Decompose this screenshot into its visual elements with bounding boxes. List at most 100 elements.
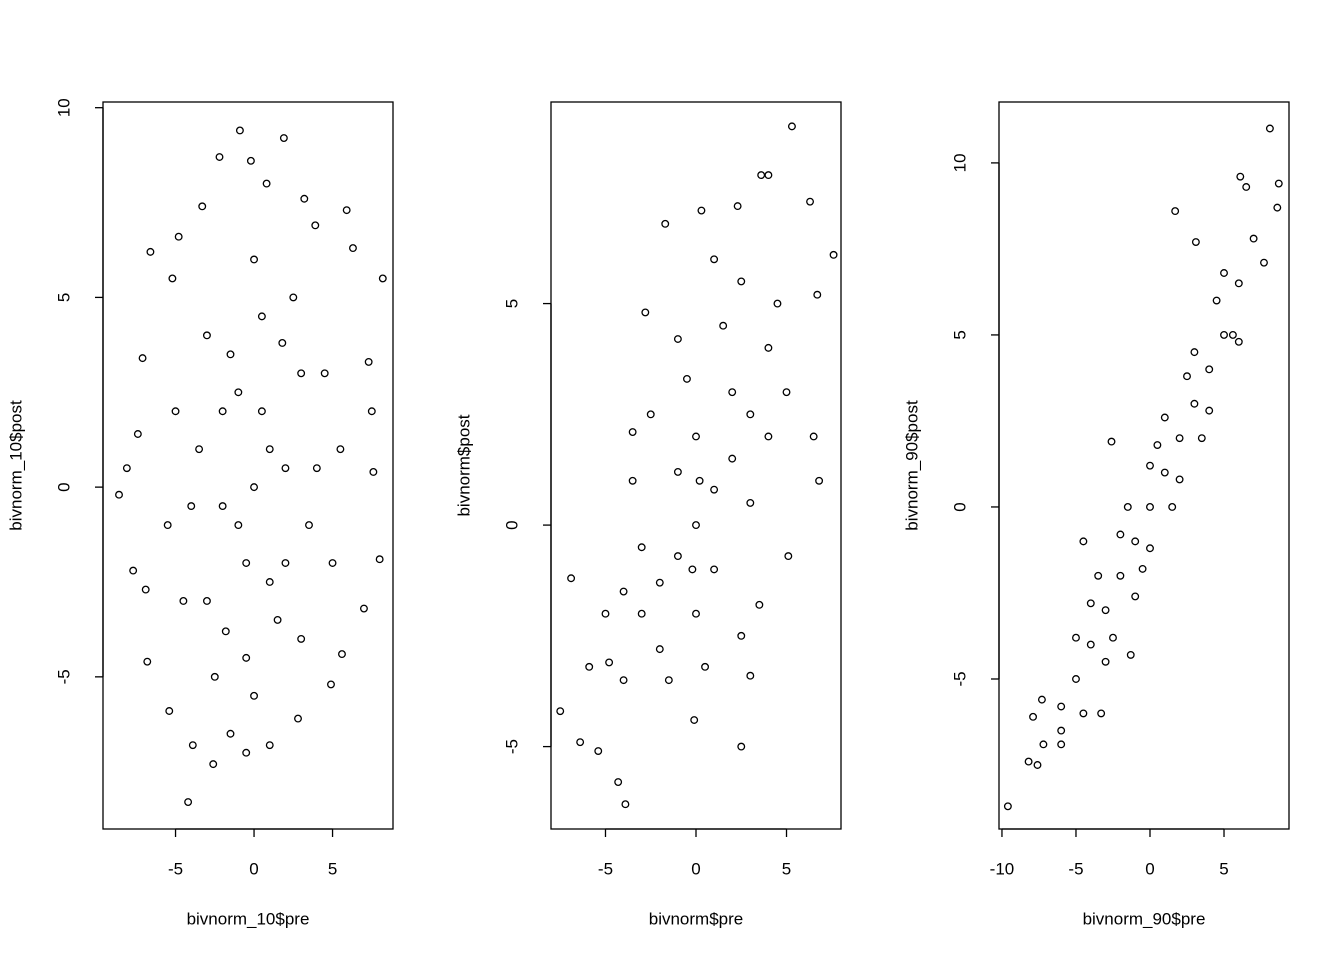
point: [171, 407, 180, 416]
point: [246, 156, 255, 165]
x-tick-label: 0: [249, 859, 258, 878]
x-tick-label: -5: [1068, 859, 1083, 878]
point: [605, 658, 614, 667]
point: [1153, 441, 1162, 449]
point: [202, 597, 211, 605]
point: [746, 671, 755, 680]
point: [279, 134, 288, 142]
x-axis-label: bivnorm$pre: [649, 909, 744, 928]
point: [273, 615, 282, 624]
point: [1190, 399, 1199, 408]
point: [250, 255, 258, 264]
point: [646, 410, 655, 419]
point: [242, 653, 251, 662]
point: [1109, 633, 1117, 642]
point: [621, 800, 630, 809]
point: [122, 464, 131, 473]
point: [226, 729, 235, 738]
point: [585, 662, 594, 671]
x-tick-label: 0: [1145, 859, 1154, 878]
x-tick-label: 5: [782, 859, 791, 878]
point: [673, 335, 682, 343]
point: [556, 707, 565, 716]
point: [1131, 592, 1140, 601]
point: [1146, 544, 1154, 553]
point: [294, 714, 302, 723]
point: [1236, 172, 1245, 181]
point: [673, 467, 682, 476]
y-tick-label: 0: [950, 502, 969, 511]
point: [1220, 330, 1228, 339]
point: [1171, 207, 1180, 216]
point: [257, 407, 266, 416]
point: [1160, 468, 1169, 477]
point: [250, 483, 258, 492]
y-axis-label: bivnorm$post: [454, 414, 473, 516]
point: [655, 645, 664, 654]
point: [1228, 330, 1237, 339]
x-tick-label: 5: [328, 859, 337, 878]
point: [242, 559, 251, 567]
point: [1116, 530, 1125, 539]
point: [257, 312, 266, 321]
point: [311, 221, 320, 230]
x-tick-label: 5: [1219, 859, 1228, 878]
x-axis-label: bivnorm_10$pre: [187, 909, 310, 928]
point: [141, 585, 150, 594]
point: [1094, 571, 1103, 580]
point: [1234, 279, 1243, 288]
point: [209, 760, 218, 769]
point: [364, 357, 373, 366]
point: [327, 680, 335, 689]
point: [710, 255, 719, 264]
point: [692, 521, 700, 530]
point: [1072, 633, 1080, 642]
point: [342, 206, 351, 215]
point: [234, 521, 243, 530]
point: [782, 388, 791, 397]
point: [1242, 183, 1251, 191]
point: [1191, 238, 1200, 246]
point: [764, 171, 773, 180]
point: [328, 559, 337, 567]
point: [265, 445, 274, 454]
point: [1190, 348, 1199, 357]
x-tick-label: -10: [990, 859, 1015, 878]
point: [133, 430, 142, 438]
point: [138, 354, 147, 363]
point: [764, 343, 773, 352]
point: [710, 565, 719, 574]
point: [682, 374, 691, 383]
point: [297, 369, 306, 378]
point: [664, 676, 673, 685]
point: [1029, 712, 1037, 721]
point: [755, 600, 764, 609]
point: [262, 179, 271, 188]
point: [619, 676, 628, 685]
point: [764, 432, 773, 441]
y-tick-label: 0: [502, 520, 521, 529]
point: [1057, 702, 1066, 711]
point: [784, 552, 793, 561]
point: [601, 609, 610, 618]
point: [163, 521, 172, 530]
point: [168, 274, 177, 283]
point: [813, 290, 822, 299]
point: [637, 609, 646, 618]
x-tick-label: -5: [598, 859, 613, 878]
point: [737, 631, 746, 640]
point: [673, 552, 682, 561]
point: [1220, 269, 1228, 277]
point: [576, 738, 585, 747]
point: [174, 232, 183, 241]
point: [733, 202, 742, 211]
point: [221, 627, 230, 636]
point: [1101, 606, 1110, 615]
point: [1146, 461, 1154, 470]
point: [184, 798, 193, 807]
point: [787, 122, 796, 131]
point: [1234, 337, 1243, 346]
point: [773, 299, 782, 308]
point: [215, 153, 224, 161]
point: [129, 566, 138, 575]
